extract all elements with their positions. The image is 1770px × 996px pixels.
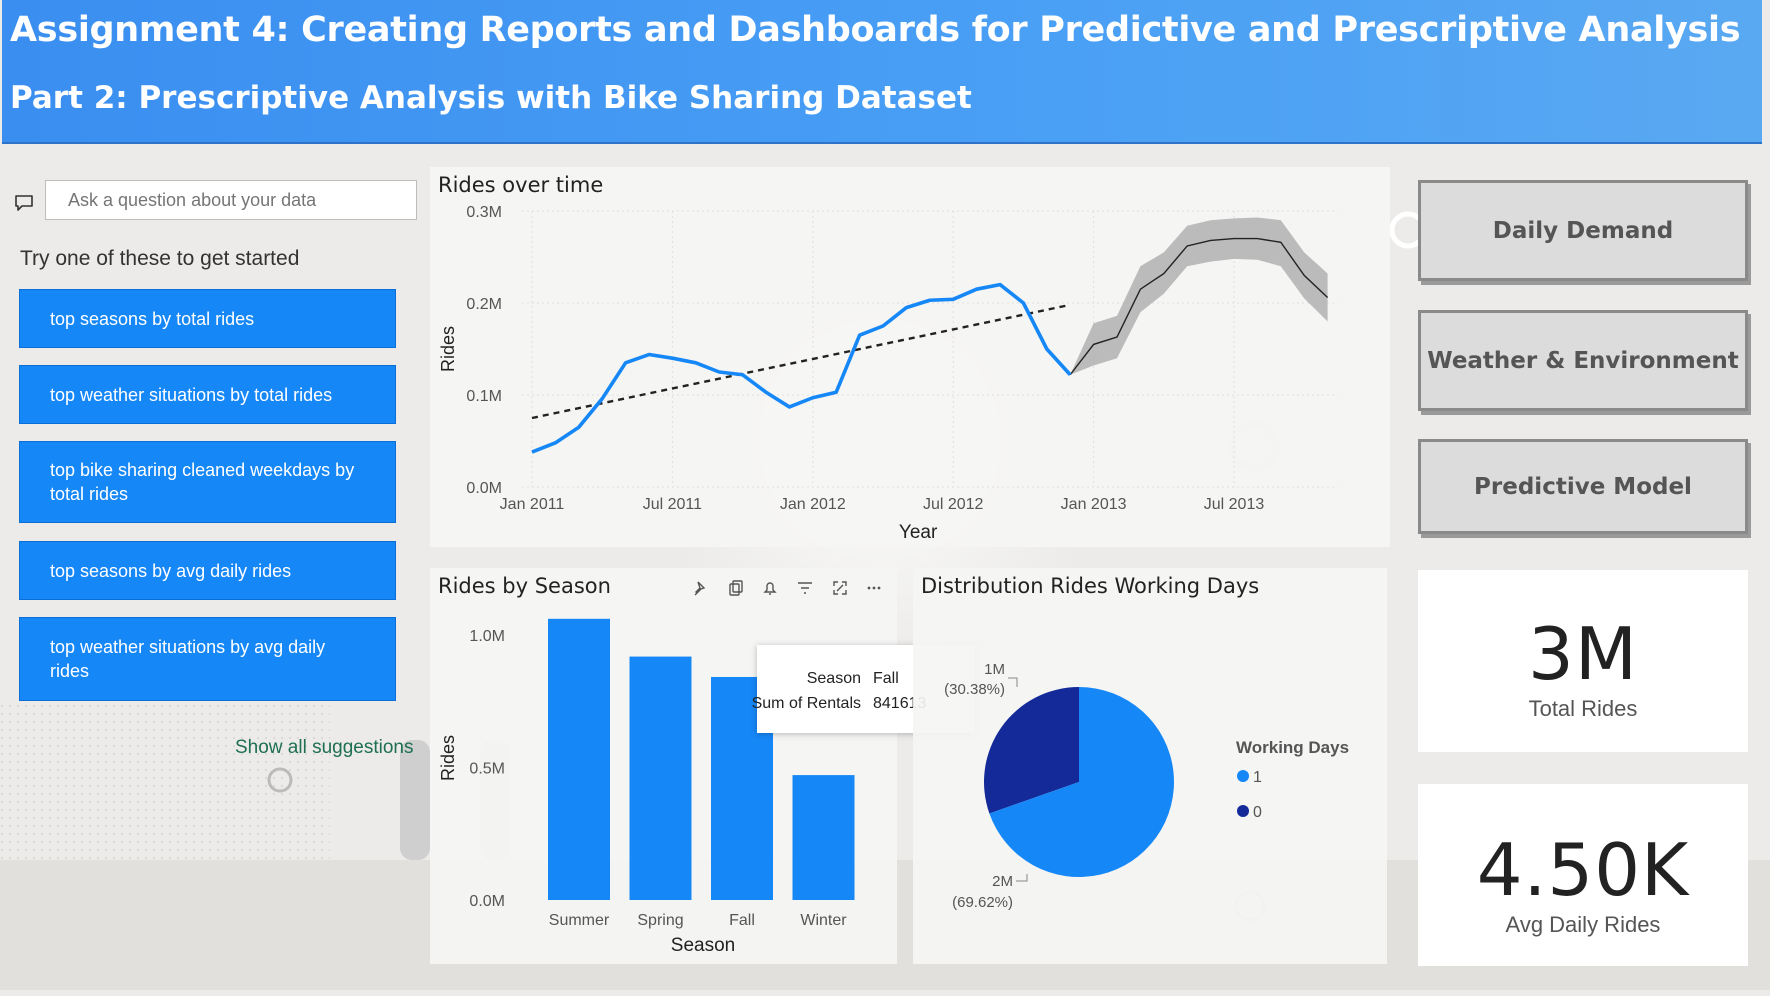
chart-title: Rides over time <box>438 173 604 197</box>
x-tick-label: Summer <box>549 912 610 929</box>
y-tick-label: 0.0M <box>466 480 502 497</box>
x-tick-label: Jan 2011 <box>500 496 565 513</box>
tooltip-key: Season <box>806 670 861 687</box>
visual-header-toolbar <box>694 580 881 596</box>
show-all-suggestions-link[interactable]: Show all suggestions <box>235 737 414 758</box>
x-tick-label: Jul 2012 <box>923 496 984 513</box>
line-chart: 0.0M 0.1M 0.2M 0.3M Jan 2011 Jul 2011 Jan 2012… <box>438 204 1338 543</box>
bar <box>548 618 610 900</box>
chat-icon <box>15 195 33 211</box>
report-header: Assignment 4: Creating Reports and Dashb… <box>2 0 1762 144</box>
daily-demand-button[interactable]: Daily Demand <box>1418 180 1748 281</box>
y-tick-label: 0.3M <box>466 204 502 221</box>
report-title: Assignment 4: Creating Reports and Dashb… <box>10 10 1741 50</box>
legend-label: 1 <box>1253 769 1262 786</box>
x-axis-title: Season <box>671 935 735 956</box>
focus-icon[interactable] <box>833 581 847 595</box>
y-axis-title: Rides <box>438 735 458 781</box>
data-label-value: 1M <box>984 661 1005 678</box>
filter-icon[interactable] <box>798 582 812 594</box>
y-tick-label: 0.0M <box>469 893 505 910</box>
working-days-card[interactable]: Distribution Rides Working Days 2M (69.62… <box>913 568 1387 964</box>
suggestion-button[interactable]: top seasons by avg daily rides <box>19 541 396 600</box>
x-tick-label: Fall <box>729 912 755 929</box>
x-tick-label: Jul 2011 <box>643 496 702 513</box>
pie-chart: 2M (69.62%) 1M (30.38%) Working Days 1 0 <box>944 661 1349 911</box>
rides-over-time-card[interactable]: Rides over time 0.0M 0.1M 0.2M 0.3M Jan 2011… <box>430 167 1390 547</box>
x-tick-label: Winter <box>800 912 847 929</box>
copy-icon[interactable] <box>729 580 743 596</box>
more-icon[interactable] <box>867 586 881 590</box>
pie-slice <box>989 687 1174 877</box>
y-axis-title: Rides <box>438 326 458 372</box>
leader-line <box>1016 874 1028 882</box>
kpi-label: Avg Daily Rides <box>1505 912 1661 937</box>
bar <box>629 656 692 900</box>
data-label-pct: (30.38%) <box>944 681 1005 698</box>
bar <box>792 775 855 900</box>
legend-marker <box>1237 770 1249 782</box>
x-tick-label: Spring <box>637 912 683 929</box>
data-label-value: 2M <box>992 873 1013 890</box>
x-tick-label: Jul 2013 <box>1204 496 1265 513</box>
legend-marker <box>1237 805 1249 817</box>
x-axis-title: Year <box>899 522 938 543</box>
rides-by-season-card[interactable]: Rides by Season 0.0M 0.5M 1.0M Rides Summer S… <box>430 568 897 964</box>
series-line-actual <box>531 282 1072 454</box>
pin-icon[interactable] <box>694 581 706 596</box>
suggestion-button[interactable]: top weather situations by avg daily ride… <box>19 617 396 701</box>
kpi-value: 3M <box>1528 612 1638 696</box>
forecast-confidence-band <box>1070 217 1328 375</box>
forecast-line <box>1069 237 1329 376</box>
pie-slice <box>984 687 1079 814</box>
avg-daily-rides-card: 4.50K Avg Daily Rides <box>1418 784 1748 966</box>
legend-label: 0 <box>1253 804 1262 821</box>
chart-title: Rides by Season <box>438 574 611 598</box>
y-tick-label: 1.0M <box>469 628 505 645</box>
tooltip-value: Fall <box>873 670 899 687</box>
kpi-label: Total Rides <box>1528 696 1638 721</box>
data-label-pct: (69.62%) <box>952 894 1013 911</box>
suggestion-button[interactable]: top seasons by total rides <box>19 289 396 348</box>
bar-chart: 0.0M 0.5M 1.0M Rides Summer Spring Fall Winter S… <box>438 618 855 956</box>
qa-hint: Try one of these to get started <box>20 247 300 270</box>
x-tick-label: Jan 2013 <box>1061 496 1127 513</box>
suggestion-button[interactable]: top bike sharing cleaned weekdays by tot… <box>19 441 396 523</box>
tooltip-key: Sum of Rentals <box>751 695 861 712</box>
trend-line <box>531 303 1071 420</box>
chart-title: Distribution Rides Working Days <box>921 574 1260 598</box>
y-tick-label: 0.2M <box>466 296 502 313</box>
weather-environment-button[interactable]: Weather & Environment <box>1418 310 1748 411</box>
total-rides-card: 3M Total Rides <box>1418 570 1748 752</box>
kpi-value: 4.50K <box>1476 828 1690 912</box>
predictive-model-button[interactable]: Predictive Model <box>1418 439 1748 534</box>
bell-icon[interactable] <box>763 582 777 595</box>
qa-search-input[interactable] <box>45 180 417 220</box>
y-tick-label: 0.1M <box>466 388 502 405</box>
suggestion-button[interactable]: top weather situations by total rides <box>19 365 396 424</box>
legend-title: Working Days <box>1236 738 1349 757</box>
report-subtitle: Part 2: Prescriptive Analysis with Bike … <box>10 80 972 116</box>
leader-line <box>1008 677 1018 687</box>
y-tick-label: 0.5M <box>469 761 505 778</box>
x-tick-label: Jan 2012 <box>780 496 846 513</box>
